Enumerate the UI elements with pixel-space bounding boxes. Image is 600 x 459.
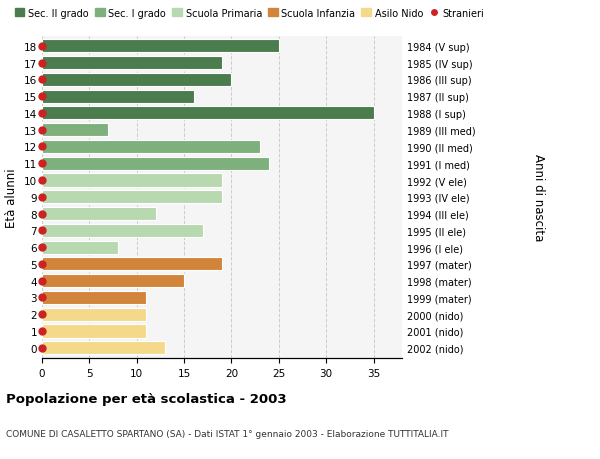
Bar xyxy=(42,308,146,321)
Bar xyxy=(42,40,279,53)
Point xyxy=(37,77,47,84)
Bar xyxy=(42,124,109,137)
Text: Popolazione per età scolastica - 2003: Popolazione per età scolastica - 2003 xyxy=(6,392,287,405)
Point xyxy=(37,194,47,201)
Bar xyxy=(42,341,165,354)
Bar xyxy=(42,74,232,87)
Point xyxy=(37,344,47,352)
Text: COMUNE DI CASALETTO SPARTANO (SA) - Dati ISTAT 1° gennaio 2003 - Elaborazione TU: COMUNE DI CASALETTO SPARTANO (SA) - Dati… xyxy=(6,429,449,438)
Point xyxy=(37,144,47,151)
Bar xyxy=(42,90,194,103)
Point xyxy=(37,261,47,268)
Point xyxy=(37,294,47,302)
Point xyxy=(37,244,47,251)
Bar xyxy=(42,157,269,170)
Point xyxy=(37,43,47,50)
Point xyxy=(37,210,47,218)
Bar xyxy=(42,291,146,304)
Point xyxy=(37,93,47,101)
Point xyxy=(37,110,47,118)
Bar xyxy=(42,57,222,70)
Bar xyxy=(42,207,155,221)
Y-axis label: Anni di nascita: Anni di nascita xyxy=(532,154,545,241)
Bar xyxy=(42,224,203,237)
Bar xyxy=(42,174,222,187)
Point xyxy=(37,328,47,335)
Bar xyxy=(42,241,118,254)
Bar xyxy=(42,258,222,271)
Y-axis label: Età alunni: Età alunni xyxy=(5,168,19,227)
Point xyxy=(37,177,47,185)
Bar xyxy=(42,191,222,204)
Point xyxy=(37,311,47,318)
Point xyxy=(37,277,47,285)
Point xyxy=(37,227,47,235)
Point xyxy=(37,127,47,134)
Point xyxy=(37,60,47,67)
Bar xyxy=(42,140,260,154)
Point xyxy=(37,160,47,168)
Bar xyxy=(42,325,146,338)
Bar xyxy=(42,107,374,120)
Bar xyxy=(42,274,184,288)
Legend: Sec. II grado, Sec. I grado, Scuola Primaria, Scuola Infanzia, Asilo Nido, Stran: Sec. II grado, Sec. I grado, Scuola Prim… xyxy=(11,5,488,22)
